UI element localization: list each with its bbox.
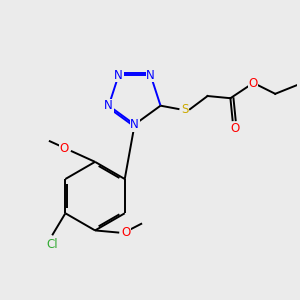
Text: N: N xyxy=(104,99,113,112)
Text: S: S xyxy=(181,103,188,116)
Text: O: O xyxy=(122,226,131,239)
Text: O: O xyxy=(59,142,68,155)
Text: O: O xyxy=(230,122,239,136)
Text: N: N xyxy=(114,69,123,82)
Text: Cl: Cl xyxy=(46,238,58,251)
Text: N: N xyxy=(146,69,155,82)
Text: O: O xyxy=(249,77,258,90)
Text: N: N xyxy=(130,118,139,131)
